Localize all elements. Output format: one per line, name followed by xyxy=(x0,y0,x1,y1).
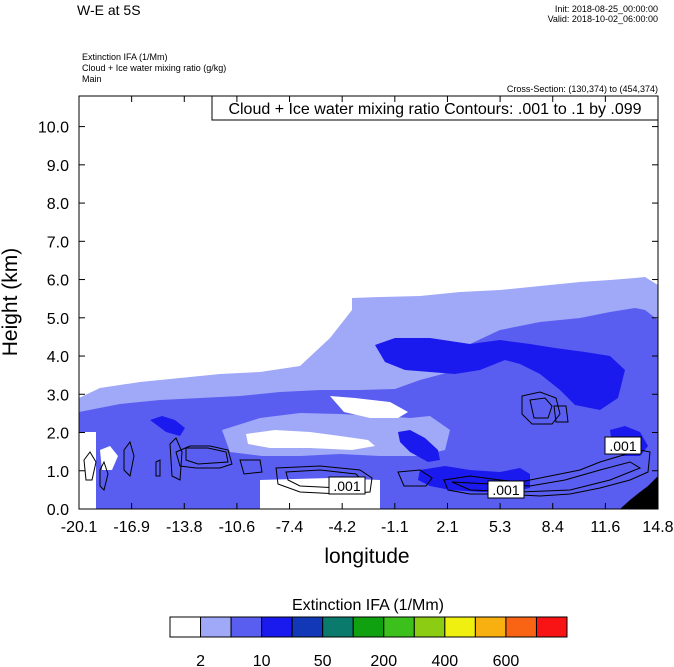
contour-line xyxy=(185,447,229,465)
contour-info-box xyxy=(211,95,659,121)
field-label-main: Main xyxy=(82,74,102,84)
y-axis-label: Height (km) xyxy=(0,248,22,357)
contour-label: .001 xyxy=(333,478,360,494)
colorbar-title: Extinction IFA (1/Mm) xyxy=(292,597,444,614)
colorbar-tick-label: 600 xyxy=(493,653,520,667)
colorbar-tick-label: 50 xyxy=(314,653,332,667)
x-tick-label: -13.8 xyxy=(166,519,203,536)
colorbar-tick-label: 2 xyxy=(196,653,205,667)
contour-line xyxy=(99,460,109,491)
x-tick-label: -16.9 xyxy=(113,519,150,536)
colorbar-swatch xyxy=(352,616,385,638)
colorbar-swatch xyxy=(535,616,568,638)
x-tick-label: 2.1 xyxy=(436,519,458,536)
colorbar-swatch xyxy=(291,616,324,638)
terrain xyxy=(620,476,658,509)
contour-line xyxy=(175,445,233,469)
colorbar-swatch xyxy=(230,616,263,638)
x-tick-label: -4.2 xyxy=(328,519,356,536)
extinction-gap-2 xyxy=(330,396,408,418)
contour-line xyxy=(83,451,97,481)
valid-time: Valid: 2018-10-02_06:00:00 xyxy=(547,14,658,24)
contour-label-box xyxy=(328,476,366,495)
x-tick-label: -10.6 xyxy=(219,519,256,536)
y-tick-label: 10.0 xyxy=(38,120,69,137)
contour-line xyxy=(123,440,135,478)
extinction-region-dark-upper xyxy=(375,338,625,410)
colorbar-swatch xyxy=(383,616,415,638)
x-tick-label: 14.8 xyxy=(642,519,673,536)
x-tick-label: 11.6 xyxy=(590,519,620,536)
colorbar-swatch xyxy=(200,616,232,638)
y-tick-label: 1.0 xyxy=(47,464,69,481)
colorbar-swatch xyxy=(261,616,293,638)
x-tick-label: 5.3 xyxy=(489,519,511,536)
shaded-field xyxy=(79,277,658,509)
extinction-gap-1 xyxy=(246,430,375,450)
contour-line xyxy=(553,405,569,423)
x-axis-label: longitude xyxy=(324,545,409,568)
y-axis: 0.0 1.0 2.0 3.0 4.0 5.0 6.0 7.0 8.0 9.0 10.0 xyxy=(38,120,658,519)
extinction-region-dark-left xyxy=(150,416,185,436)
contour-label-box xyxy=(604,436,642,455)
colorbar-tick-label: 10 xyxy=(253,653,271,667)
colorbar-swatch xyxy=(474,616,507,638)
cross-section-label: Cross-Section: (130,374) to (454,374) xyxy=(506,84,658,94)
colorbar-swatch xyxy=(505,616,537,638)
init-time: Init: 2018-08-25_00:00:00 xyxy=(554,4,658,14)
contour-info: Cloud + Ice water mixing ratio Contours:… xyxy=(228,101,641,118)
contour-label: .001 xyxy=(609,438,636,454)
y-tick-label: 4.0 xyxy=(47,349,69,366)
colorbar-tick-label: 200 xyxy=(370,653,397,667)
y-tick-label: 7.0 xyxy=(47,234,69,251)
extinction-region-dark-mid xyxy=(398,430,440,462)
contour-line xyxy=(275,465,373,495)
contour-line xyxy=(529,397,553,419)
y-tick-label: 0.0 xyxy=(47,502,69,519)
contour-line xyxy=(155,459,161,477)
plot-title: W-E at 5S xyxy=(77,2,141,18)
contour-label: .001 xyxy=(492,482,519,498)
y-tick-label: 9.0 xyxy=(47,158,69,175)
x-axis: -20.1 -16.9 -13.8 -10.6 -7.4 -4.2 -1.1 2.1 5.3 8.… xyxy=(61,96,674,536)
y-tick-label: 2.0 xyxy=(47,426,69,443)
colorbar-swatch xyxy=(322,616,354,638)
colorbar-swatch xyxy=(413,616,446,638)
x-tick-label: 8.4 xyxy=(542,519,564,536)
contour-label-box xyxy=(487,480,525,499)
extinction-gap-4 xyxy=(79,432,96,509)
colorbar-tick-label: 400 xyxy=(431,653,458,667)
y-tick-label: 6.0 xyxy=(47,273,69,290)
field-label-mixing-ratio: Cloud + Ice water mixing ratio (g/kg) xyxy=(82,63,227,73)
y-tick-label: 5.0 xyxy=(47,311,69,328)
x-tick-label: -1.1 xyxy=(381,519,409,536)
colorbar: 2 10 50 200 400 600 xyxy=(169,616,568,667)
contour-line xyxy=(239,459,263,475)
x-tick-label: -7.4 xyxy=(276,519,304,536)
colorbar-swatch xyxy=(444,616,476,638)
x-tick-label: -20.1 xyxy=(61,519,98,536)
colorbar-swatch xyxy=(169,616,202,638)
contour-line xyxy=(397,469,433,487)
contour-line xyxy=(169,437,183,481)
y-tick-label: 8.0 xyxy=(47,196,69,213)
field-label-extinction: Extinction IFA (1/Mm) xyxy=(82,52,168,62)
y-tick-label: 3.0 xyxy=(47,387,69,404)
